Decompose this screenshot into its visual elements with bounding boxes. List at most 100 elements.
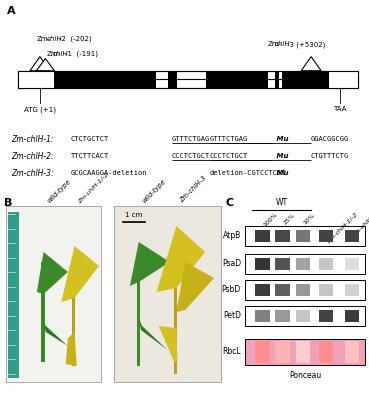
FancyBboxPatch shape — [296, 341, 310, 363]
FancyBboxPatch shape — [245, 306, 365, 326]
FancyBboxPatch shape — [255, 284, 270, 296]
Text: -2  (-202): -2 (-202) — [59, 36, 92, 42]
FancyBboxPatch shape — [174, 278, 177, 374]
Polygon shape — [301, 57, 321, 71]
FancyBboxPatch shape — [275, 230, 290, 242]
FancyBboxPatch shape — [54, 71, 145, 88]
Text: GCGCAAGGA-deletion: GCGCAAGGA-deletion — [71, 170, 147, 176]
FancyBboxPatch shape — [72, 282, 75, 366]
Text: chlH: chlH — [53, 51, 69, 57]
Polygon shape — [44, 322, 68, 346]
Text: GGACGGCGG: GGACGGCGG — [311, 136, 349, 142]
FancyBboxPatch shape — [18, 71, 54, 88]
FancyBboxPatch shape — [41, 262, 45, 362]
FancyBboxPatch shape — [345, 230, 359, 242]
Text: wild-type: wild-type — [141, 178, 167, 204]
FancyBboxPatch shape — [296, 284, 310, 296]
FancyBboxPatch shape — [275, 341, 290, 363]
FancyBboxPatch shape — [275, 258, 290, 270]
Text: B: B — [4, 198, 12, 208]
Text: Ponceau: Ponceau — [289, 371, 321, 380]
FancyBboxPatch shape — [318, 258, 333, 270]
Text: Zm-chlH-1:: Zm-chlH-1: — [11, 135, 54, 144]
Text: ATG (+1): ATG (+1) — [24, 106, 56, 113]
FancyBboxPatch shape — [318, 284, 333, 296]
FancyBboxPatch shape — [6, 206, 101, 382]
FancyBboxPatch shape — [18, 71, 358, 88]
FancyBboxPatch shape — [275, 284, 290, 296]
Text: CTGTTTCTG: CTGTTTCTG — [311, 153, 349, 159]
Text: Zm-: Zm- — [268, 42, 282, 48]
Text: RbcL: RbcL — [222, 348, 241, 356]
FancyBboxPatch shape — [329, 71, 358, 88]
Text: Zm-chlH-1/-2: Zm-chlH-1/-2 — [326, 212, 358, 245]
Polygon shape — [36, 58, 54, 71]
Text: WT: WT — [276, 198, 288, 207]
Text: Mu: Mu — [274, 153, 289, 159]
Text: Zm-chlH-3: Zm-chlH-3 — [179, 175, 207, 204]
Text: -3 (+5302): -3 (+5302) — [287, 41, 326, 48]
Text: GTTTCTGAG: GTTTCTGAG — [172, 136, 210, 142]
FancyBboxPatch shape — [255, 258, 270, 270]
FancyBboxPatch shape — [137, 262, 140, 366]
FancyBboxPatch shape — [255, 341, 270, 363]
FancyBboxPatch shape — [345, 258, 359, 270]
FancyBboxPatch shape — [345, 341, 359, 363]
Text: -1  (-191): -1 (-191) — [65, 50, 98, 57]
Text: Zm-chlH-3: Zm-chlH-3 — [352, 212, 369, 239]
Text: Mu: Mu — [274, 136, 289, 142]
FancyBboxPatch shape — [255, 310, 270, 322]
FancyBboxPatch shape — [245, 339, 365, 365]
Text: chlH: chlH — [46, 36, 62, 42]
Polygon shape — [139, 318, 168, 350]
Text: Mu: Mu — [274, 170, 289, 176]
Polygon shape — [61, 246, 99, 302]
FancyBboxPatch shape — [206, 71, 268, 88]
FancyBboxPatch shape — [245, 226, 365, 246]
Text: Zm-chlH-3:: Zm-chlH-3: — [11, 169, 54, 178]
Text: Zm-chlH-1/-2: Zm-chlH-1/-2 — [77, 171, 109, 204]
Text: Zm-: Zm- — [46, 51, 61, 57]
FancyBboxPatch shape — [318, 310, 333, 322]
Text: AtpB: AtpB — [223, 232, 241, 240]
Text: CCCTCTGCT: CCCTCTGCT — [172, 153, 210, 159]
FancyBboxPatch shape — [275, 310, 290, 322]
FancyBboxPatch shape — [168, 71, 177, 88]
Text: deletion-CGTCCTCGT: deletion-CGTCCTCGT — [210, 170, 286, 176]
Text: 1 cm: 1 cm — [125, 212, 143, 218]
Text: Zm-: Zm- — [36, 36, 51, 42]
Text: chlH: chlH — [274, 42, 290, 48]
FancyBboxPatch shape — [318, 341, 333, 363]
Text: CCCTCTGCT: CCCTCTGCT — [210, 153, 248, 159]
Text: wild-type: wild-type — [46, 178, 72, 204]
Text: 100%: 100% — [262, 212, 279, 228]
FancyBboxPatch shape — [145, 71, 156, 88]
FancyBboxPatch shape — [282, 71, 329, 88]
Polygon shape — [37, 252, 68, 294]
Text: CTCTGCTCT: CTCTGCTCT — [71, 136, 109, 142]
Polygon shape — [30, 57, 50, 71]
Text: 25%: 25% — [283, 212, 296, 225]
Text: TAA: TAA — [333, 106, 347, 112]
Polygon shape — [156, 226, 205, 292]
FancyBboxPatch shape — [296, 258, 310, 270]
Text: PetD: PetD — [223, 312, 241, 320]
FancyBboxPatch shape — [275, 71, 279, 88]
Text: PsbD: PsbD — [222, 286, 241, 294]
FancyBboxPatch shape — [8, 212, 19, 378]
FancyBboxPatch shape — [245, 254, 365, 274]
Polygon shape — [159, 326, 177, 362]
FancyBboxPatch shape — [296, 230, 310, 242]
Polygon shape — [130, 242, 170, 286]
Text: 10%: 10% — [303, 212, 316, 225]
Text: Zm-chlH-2:: Zm-chlH-2: — [11, 152, 54, 161]
FancyBboxPatch shape — [114, 206, 221, 382]
FancyBboxPatch shape — [318, 230, 333, 242]
Text: TTCTTCACT: TTCTTCACT — [71, 153, 109, 159]
Polygon shape — [66, 332, 77, 366]
FancyBboxPatch shape — [245, 280, 365, 300]
Text: PsaD: PsaD — [222, 260, 241, 268]
Text: GTTTCTGAG: GTTTCTGAG — [210, 136, 248, 142]
FancyBboxPatch shape — [345, 310, 359, 322]
Polygon shape — [176, 262, 214, 312]
